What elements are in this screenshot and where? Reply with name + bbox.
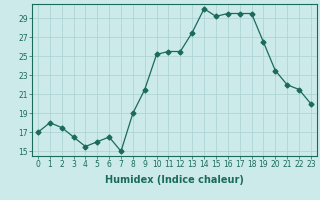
X-axis label: Humidex (Indice chaleur): Humidex (Indice chaleur) [105,175,244,185]
